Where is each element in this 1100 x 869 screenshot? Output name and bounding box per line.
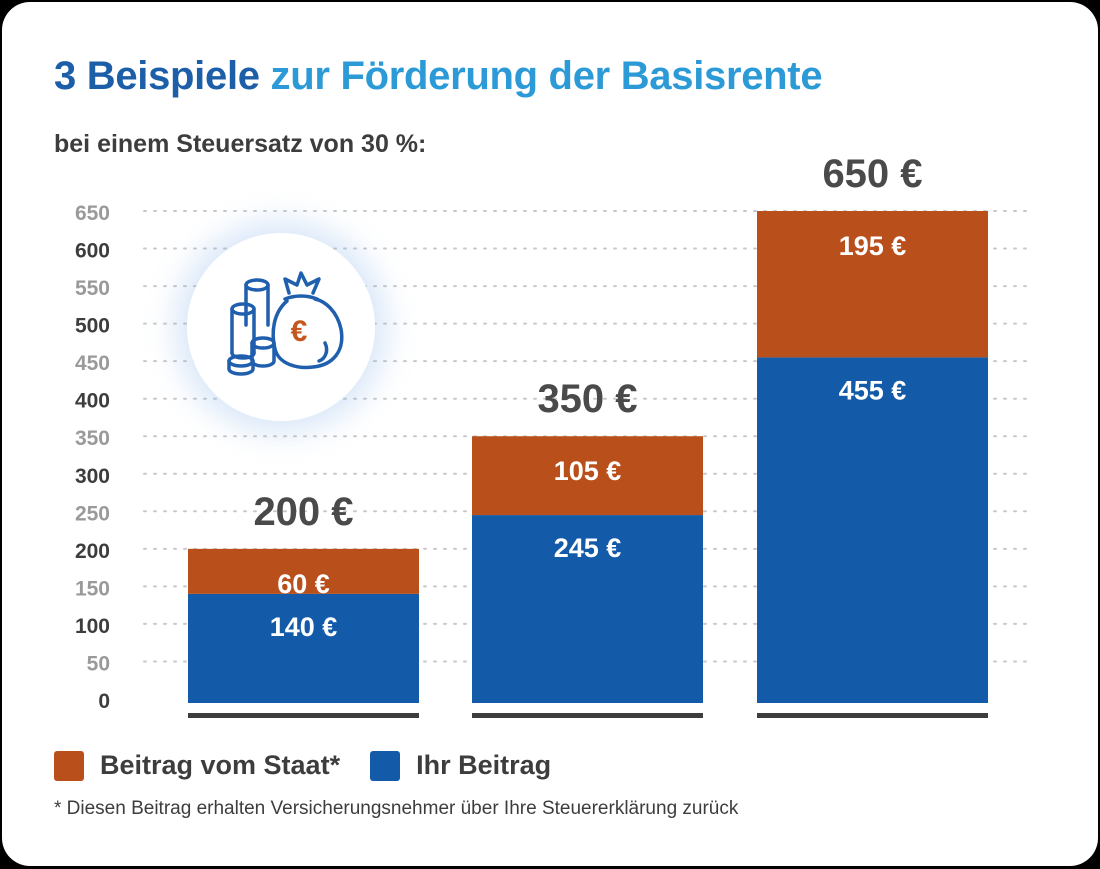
data-label-staat: 105 € <box>554 456 622 486</box>
y-tick-label: 150 <box>75 577 110 600</box>
legend-label-ihr: Ihr Beitrag <box>416 750 552 780</box>
footnote: * Diesen Beitrag erhalten Versicherungsn… <box>54 798 739 819</box>
bar-baseline <box>472 713 703 718</box>
y-tick-label: 300 <box>75 465 110 488</box>
y-tick-label: 650 <box>75 202 110 225</box>
total-label: 650 € <box>822 152 922 196</box>
y-tick-label: 0 <box>98 690 110 713</box>
y-tick-label: 350 <box>75 427 110 450</box>
total-label: 350 € <box>537 377 637 421</box>
legend-swatch-staat <box>54 750 84 781</box>
data-label-ihr: 140 € <box>270 612 338 642</box>
y-tick-label: 400 <box>75 390 110 413</box>
total-label: 200 € <box>253 490 353 534</box>
y-tick-label: 200 <box>75 540 110 563</box>
y-tick-label: 600 <box>75 240 110 263</box>
bar-baseline <box>757 713 988 718</box>
y-tick-label: 250 <box>75 502 110 525</box>
y-tick-label: 550 <box>75 277 110 300</box>
y-tick-label: 50 <box>87 652 110 675</box>
stacked-bar-chart: 0 50 100 150 200 250 300 350 400 450 500 550 600 650 1… <box>75 152 1033 718</box>
legend-swatch-ihr <box>370 750 401 781</box>
bar-beitrag-staat <box>188 548 419 594</box>
legend: Beitrag vom Staat* Ihr Beitrag <box>54 750 551 781</box>
bar-baseline <box>188 713 419 718</box>
bar-ihr-beitrag <box>472 515 703 703</box>
chart-title: 3 Beispiele zur Förderung der Basisrente <box>54 54 823 99</box>
data-label-ihr: 455 € <box>839 375 907 405</box>
y-tick-label: 100 <box>75 615 110 638</box>
legend-label-staat: Beitrag vom Staat* <box>100 750 341 780</box>
bar-ihr-beitrag <box>757 357 988 703</box>
bar-beitrag-staat <box>472 436 703 516</box>
data-label-staat: 60 € <box>277 569 330 599</box>
title-part2: zur Förderung der Basisrente <box>270 54 823 98</box>
title-part1: 3 Beispiele <box>54 54 260 98</box>
money-bag-coins-euro-icon: € <box>187 233 375 421</box>
y-tick-label: 450 <box>75 352 110 375</box>
svg-text:€: € <box>291 315 308 348</box>
data-label-ihr: 245 € <box>554 533 622 563</box>
y-tick-label: 500 <box>75 315 110 338</box>
data-label-staat: 195 € <box>839 231 907 261</box>
bar-ihr-beitrag <box>188 593 419 703</box>
bar-beitrag-staat <box>757 211 988 358</box>
chart-subtitle: bei einem Steuersatz von 30 %: <box>54 130 427 158</box>
